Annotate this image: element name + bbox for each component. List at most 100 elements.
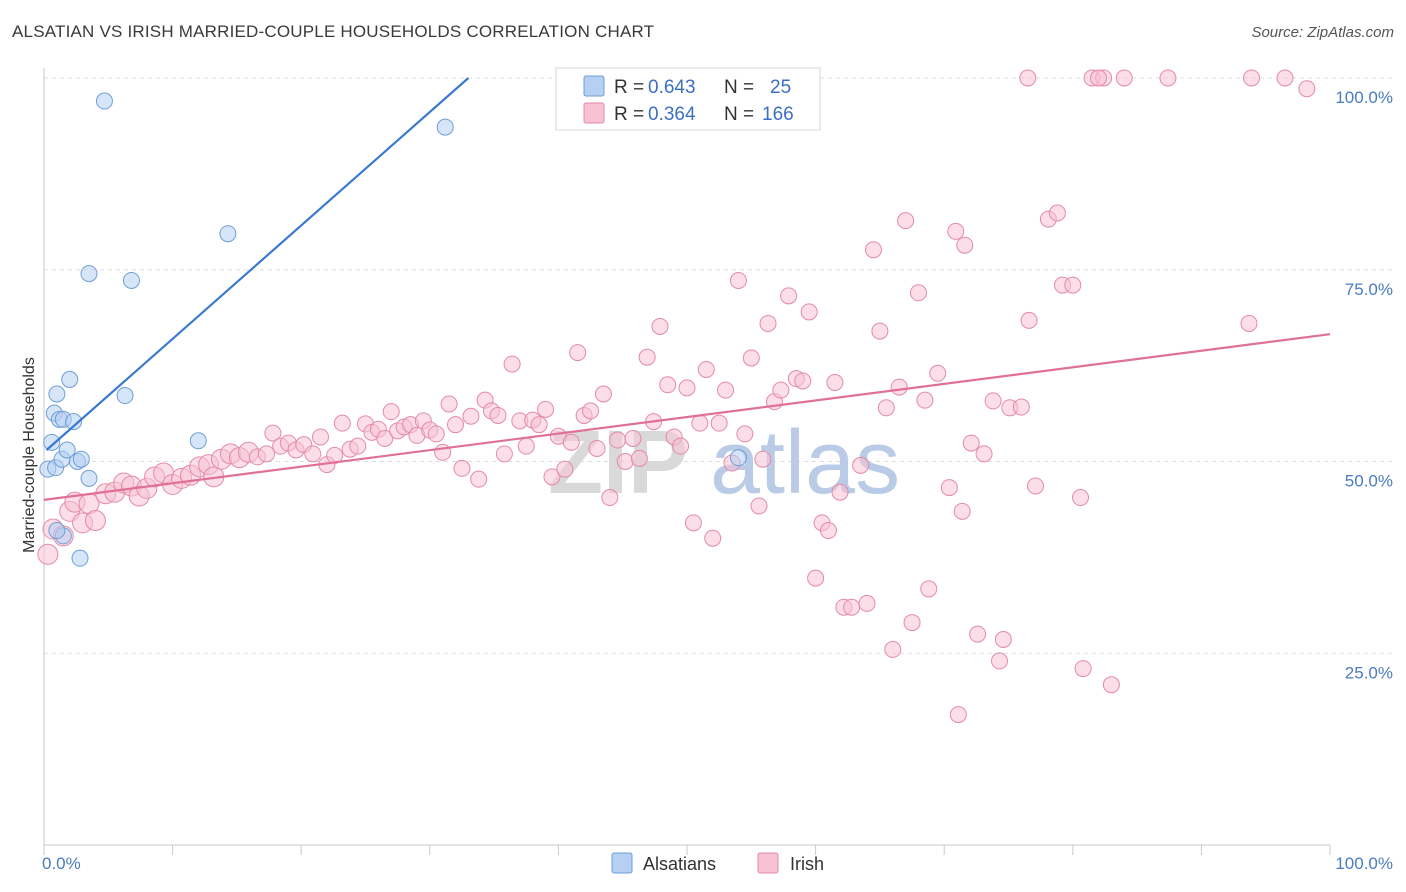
irish-point: [956, 236, 974, 254]
irish-point: [890, 378, 908, 396]
irish-trend-line: [43, 333, 1331, 501]
y-tick-label: 100.0%: [1335, 88, 1393, 107]
irish-point: [601, 489, 619, 507]
alsatians-point: [95, 92, 113, 110]
irish-point: [1276, 69, 1294, 87]
irish-point: [349, 437, 367, 455]
irish-point: [843, 598, 861, 616]
irish-point: [333, 414, 351, 432]
irish-point: [864, 241, 882, 259]
irish-point: [962, 434, 980, 452]
irish-point: [969, 625, 987, 643]
trend-lines: [43, 77, 1331, 501]
irish-point: [84, 510, 106, 532]
irish-point: [453, 459, 471, 477]
irish-point: [884, 640, 902, 658]
irish-point: [920, 580, 938, 598]
x-tick-label: 100.0%: [1335, 854, 1393, 873]
irish-point: [858, 594, 876, 612]
irish-point: [754, 450, 772, 468]
irish-point: [903, 614, 921, 632]
irish-point: [470, 470, 488, 488]
irish-point: [990, 652, 1008, 670]
irish-point: [826, 373, 844, 391]
irish-point: [704, 529, 722, 547]
irish-point: [609, 431, 627, 449]
legend-r-label-irish: R =: [614, 104, 644, 125]
irish-point: [1298, 80, 1316, 98]
irish-point: [800, 303, 818, 321]
x-tick-labels: 0.0% 100.0%: [42, 854, 1393, 873]
y-axis-label: Married-couple Households: [21, 357, 38, 553]
irish-point: [994, 630, 1012, 648]
irish-point: [462, 407, 480, 425]
irish-point: [495, 445, 513, 463]
y-tick-labels: 25.0% 50.0% 75.0% 100.0%: [1335, 88, 1393, 682]
irish-point: [594, 385, 612, 403]
alsatians-point: [729, 449, 747, 467]
legend-swatch-alsatians: [583, 75, 605, 97]
legend: R = 0.643 N = 25 R = 0.364 N = 166: [555, 67, 821, 131]
irish-point: [562, 433, 580, 451]
y-tick-label: 50.0%: [1345, 472, 1393, 491]
alsatians-point: [436, 118, 454, 136]
irish-point: [537, 400, 555, 418]
irish-point: [897, 212, 915, 230]
irish-point: [1090, 69, 1108, 87]
bottom-legend-swatch-irish: [757, 852, 779, 874]
legend-r-label-alsatians: R =: [614, 77, 644, 98]
irish-point: [819, 522, 837, 540]
irish-point: [304, 445, 322, 463]
irish-point: [37, 543, 59, 565]
bottom-legend-label-irish: Irish: [790, 854, 824, 874]
irish-point: [691, 414, 709, 432]
irish-point: [697, 360, 715, 378]
irish-point: [1074, 660, 1092, 678]
source-label: Source: ZipAtlas.com: [1251, 24, 1394, 41]
irish-point: [616, 453, 634, 470]
irish-point: [1102, 676, 1120, 694]
alsatians-point: [58, 441, 76, 459]
chart-title: ALSATIAN VS IRISH MARRIED-COUPLE HOUSEHO…: [12, 22, 655, 41]
irish-point: [710, 414, 728, 432]
legend-n-label-alsatians: N =: [724, 77, 754, 98]
irish-point: [780, 287, 798, 305]
irish-point: [489, 406, 507, 424]
irish-point: [582, 402, 600, 420]
irish-point: [1019, 69, 1037, 87]
irish-point: [311, 428, 329, 446]
alsatians-point: [80, 265, 98, 283]
irish-point: [1243, 69, 1261, 87]
alsatians-point: [71, 549, 89, 567]
irish-point: [1159, 69, 1177, 87]
irish-point: [651, 318, 669, 336]
irish-point: [447, 416, 465, 434]
irish-point: [588, 439, 606, 457]
legend-swatch-irish: [583, 102, 605, 124]
irish-point: [1072, 489, 1090, 507]
alsatians-point: [122, 271, 140, 289]
bottom-legend: Alsatians Irish: [611, 852, 824, 874]
irish-point: [1064, 276, 1082, 294]
irish-point: [624, 429, 642, 447]
irish-point: [376, 429, 394, 447]
irish-point: [382, 403, 400, 421]
irish-point: [947, 222, 965, 240]
irish-point: [517, 437, 535, 455]
irish-point: [1240, 314, 1258, 332]
irish-point: [1020, 311, 1038, 329]
irish-point: [638, 348, 656, 366]
irish-point: [659, 376, 677, 394]
irish-point: [742, 349, 760, 367]
irish-point: [427, 425, 445, 443]
legend-n-label-irish: N =: [724, 104, 754, 125]
irish-point: [794, 372, 812, 390]
y-tick-label: 75.0%: [1345, 280, 1393, 299]
alsatians-point: [48, 385, 66, 403]
alsatians-point: [219, 225, 237, 243]
irish-point: [729, 271, 747, 289]
alsatians-point: [48, 522, 66, 540]
irish-point: [929, 364, 947, 382]
irish-point: [940, 479, 958, 497]
